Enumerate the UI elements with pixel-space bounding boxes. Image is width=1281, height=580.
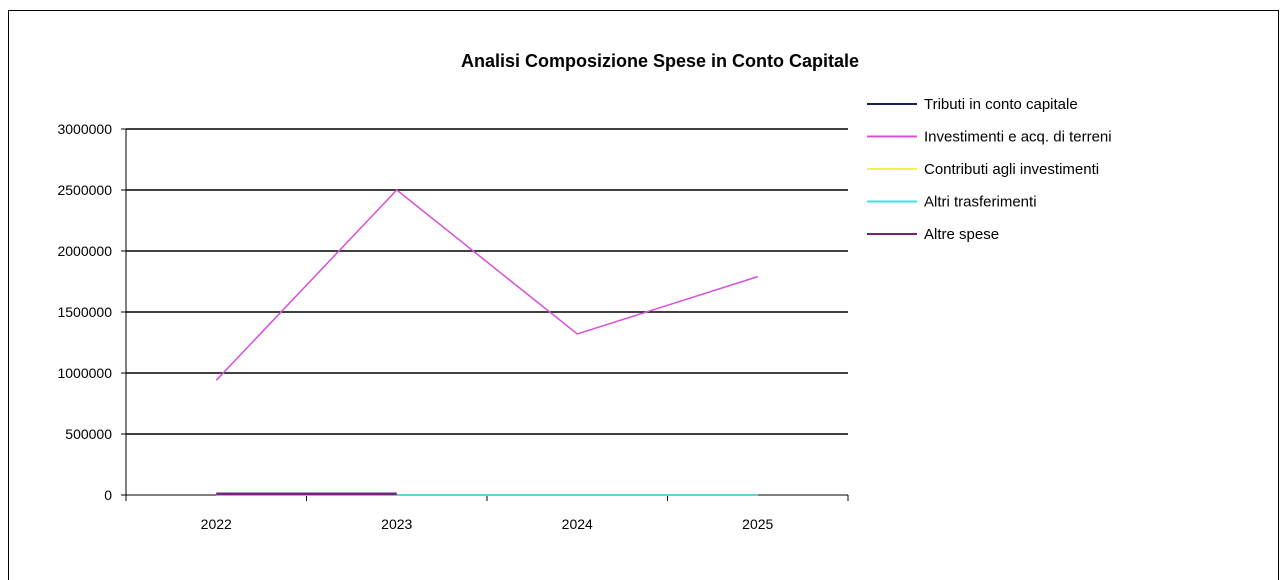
legend: Tributi in conto capitale Investimenti e … bbox=[867, 96, 1112, 243]
legend-entry: Tributi in conto capitale bbox=[867, 96, 1078, 113]
legend-entry: Altri trasferimenti bbox=[867, 194, 1037, 211]
y-tick-label: 1500000 bbox=[57, 304, 112, 320]
legend-label: Tributi in conto capitale bbox=[924, 96, 1078, 113]
series-line bbox=[215, 188, 758, 381]
x-tick-label: 2023 bbox=[381, 516, 412, 532]
x-tick-labels: 2022 2023 2024 2025 bbox=[201, 516, 774, 532]
y-tick-label: 500000 bbox=[65, 426, 112, 442]
legend-label: Altre spese bbox=[924, 226, 999, 243]
legend-label: Investimenti e acq. di terreni bbox=[924, 129, 1112, 146]
y-tick-label: 2000000 bbox=[57, 243, 112, 259]
line-chart: Analisi Composizione Spese in Conto Capi… bbox=[57, 51, 1112, 532]
x-tick-label: 2024 bbox=[562, 516, 593, 532]
legend-entry: Investimenti e acq. di terreni bbox=[867, 129, 1112, 146]
chart-title: Analisi Composizione Spese in Conto Capi… bbox=[461, 51, 859, 71]
y-tick-labels: 0 500000 1000000 1500000 2000000 2500000 30000… bbox=[57, 121, 112, 503]
y-tick-label: 0 bbox=[104, 487, 112, 503]
legend-entry: Altre spese bbox=[867, 226, 999, 243]
legend-label: Contributi agli investimenti bbox=[924, 161, 1099, 178]
legend-label: Altri trasferimenti bbox=[924, 194, 1037, 211]
series-lines bbox=[215, 188, 758, 496]
chart-frame: Analisi Composizione Spese in Conto Capi… bbox=[8, 10, 1279, 580]
gridlines bbox=[126, 128, 848, 435]
y-tick-label: 2500000 bbox=[57, 182, 112, 198]
x-tick-label: 2025 bbox=[742, 516, 773, 532]
axes bbox=[121, 128, 849, 501]
y-tick-label: 3000000 bbox=[57, 121, 112, 137]
x-tick-label: 2022 bbox=[201, 516, 232, 532]
y-tick-label: 1000000 bbox=[57, 365, 112, 381]
legend-entry: Contributi agli investimenti bbox=[867, 161, 1099, 178]
